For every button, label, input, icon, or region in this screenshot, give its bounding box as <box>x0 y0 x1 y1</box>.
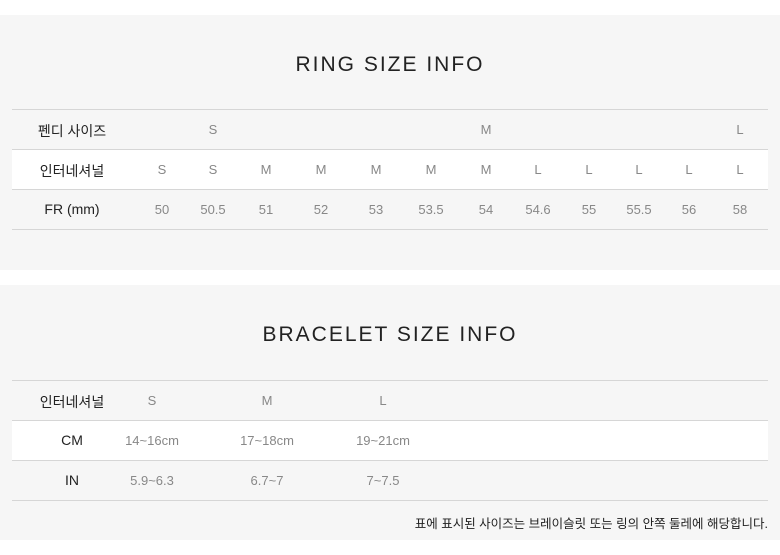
table-cell: 55.5 <box>626 202 652 217</box>
table-cell: 19~21cm <box>356 433 410 448</box>
table-cell: 50.5 <box>200 202 226 217</box>
bracelet-size-panel <box>0 285 780 540</box>
row-label: 인터네셔널 <box>39 163 105 179</box>
table-cell: 50 <box>154 202 170 217</box>
table-cell: 54.6 <box>525 202 551 217</box>
table-cell: S <box>208 122 218 137</box>
divider <box>12 109 768 110</box>
table-cell: M <box>370 162 382 177</box>
table-cell: 17~18cm <box>240 433 294 448</box>
table-cell: 14~16cm <box>125 433 179 448</box>
table-cell: 53 <box>368 202 384 217</box>
bracelet-size-title: BRACELET SIZE INFO <box>262 323 518 346</box>
table-cell: M <box>425 162 437 177</box>
row-label: CM <box>61 432 83 448</box>
table-cell: M <box>315 162 327 177</box>
table-cell: 52 <box>313 202 329 217</box>
table-cell: 55 <box>581 202 597 217</box>
divider <box>12 500 768 501</box>
ring-size-panel <box>0 15 780 270</box>
table-cell: M <box>480 162 492 177</box>
table-cell: L <box>635 162 643 177</box>
table-cell: 56 <box>681 202 697 217</box>
table-cell: 5.9~6.3 <box>130 473 174 488</box>
row-label: 인터네셔널 <box>39 394 105 410</box>
ring-size-title: RING SIZE INFO <box>295 53 485 76</box>
divider <box>12 229 768 230</box>
divider <box>12 420 768 421</box>
table-cell: M <box>480 122 492 137</box>
table-cell: L <box>736 162 744 177</box>
table-cell: S <box>157 162 167 177</box>
table-cell: M <box>261 393 273 408</box>
table-cell: S <box>147 393 157 408</box>
row-label: IN <box>65 472 79 488</box>
row-label: FR (mm) <box>44 201 100 217</box>
divider <box>12 380 768 381</box>
table-cell: L <box>585 162 593 177</box>
table-cell: L <box>685 162 693 177</box>
table-cell: L <box>736 122 744 137</box>
divider <box>12 149 768 150</box>
table-cell: M <box>260 162 272 177</box>
bracelet-row-band <box>12 421 768 460</box>
divider <box>12 189 768 190</box>
row-label: 펜디 사이즈 <box>37 123 107 139</box>
table-cell: 53.5 <box>418 202 444 217</box>
size-note: 표에 표시된 사이즈는 브레이슬릿 또는 링의 안쪽 둘레에 해당합니다. <box>414 517 768 531</box>
table-cell: 6.7~7 <box>250 473 284 488</box>
table-cell: 51 <box>258 202 274 217</box>
table-cell: 7~7.5 <box>366 473 400 488</box>
ring-row-band <box>12 150 768 189</box>
table-cell: S <box>208 162 218 177</box>
table-cell: 54 <box>478 202 494 217</box>
table-cell: L <box>534 162 542 177</box>
divider <box>12 460 768 461</box>
table-cell: L <box>379 393 387 408</box>
table-cell: 58 <box>732 202 748 217</box>
